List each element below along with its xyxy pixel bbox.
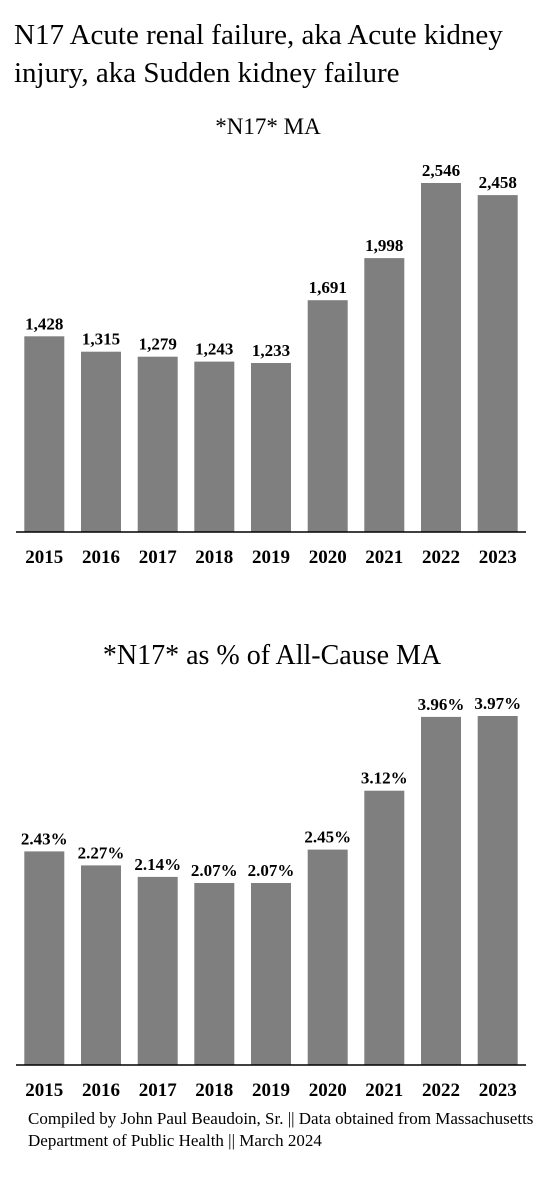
data-label-2017: 1,279 — [139, 335, 177, 354]
data-label-2017: 2.14% — [134, 855, 181, 874]
tick-label-2018: 2018 — [195, 1080, 233, 1100]
page-title: N17 Acute renal failure, aka Acute kidne… — [14, 19, 503, 89]
data-label-2022: 3.96% — [418, 695, 465, 714]
tick-label-2021: 2021 — [365, 547, 403, 568]
bar-2020 — [307, 849, 348, 1065]
data-label-2018: 1,243 — [195, 340, 233, 359]
tick-label-2018: 2018 — [195, 547, 233, 568]
bar-2016 — [81, 865, 121, 1065]
bar-2023 — [477, 195, 518, 532]
data-label-2020: 1,691 — [309, 278, 347, 297]
bar-2020 — [307, 300, 348, 532]
data-label-2019: 2.07% — [248, 861, 295, 880]
bar-2021 — [364, 790, 405, 1065]
tick-label-2019: 2019 — [252, 1080, 290, 1100]
data-label-2022: 2,546 — [422, 161, 460, 180]
tick-label-2023: 2023 — [479, 547, 517, 568]
bar-2018 — [194, 883, 235, 1065]
bar-2022 — [421, 183, 461, 532]
tick-label-2020: 2020 — [309, 1080, 347, 1100]
data-label-2023: 2,458 — [479, 173, 517, 192]
tick-label-2017: 2017 — [139, 1080, 178, 1100]
tick-label-2022: 2022 — [422, 1080, 460, 1100]
bar-2015 — [24, 336, 65, 532]
bar-2015 — [24, 851, 65, 1065]
bar-2018 — [194, 361, 235, 532]
bar-2016 — [81, 351, 121, 532]
bar-2021 — [364, 258, 405, 532]
tick-label-2016: 2016 — [82, 1080, 120, 1100]
bar-2019 — [251, 883, 291, 1065]
data-label-2019: 1,233 — [252, 341, 290, 360]
chart-n17-ma: *N17* MA 1,428 2015 1,315 2016 1,279 2017 1,243… — [16, 114, 526, 568]
data-label-2021: 3.12% — [361, 769, 408, 788]
chart-n17-percent-all-cause: *N17* as % of All-Cause MA 2.43% 2015 2.27%… — [16, 640, 526, 1100]
data-label-2020: 2.45% — [304, 828, 351, 847]
data-label-2016: 1,315 — [82, 330, 120, 349]
bar-2023 — [477, 716, 518, 1065]
tick-label-2022: 2022 — [422, 547, 460, 568]
data-label-2021: 1,998 — [365, 236, 403, 255]
tick-label-2015: 2015 — [25, 1080, 63, 1100]
data-label-2023: 3.97% — [474, 694, 521, 713]
data-label-2015: 1,428 — [25, 314, 63, 333]
bar-2019 — [251, 363, 291, 532]
chart-title: *N17* as % of All-Cause MA — [103, 640, 442, 671]
tick-label-2020: 2020 — [309, 547, 347, 568]
bar-2017 — [137, 876, 178, 1065]
data-label-2016: 2.27% — [78, 843, 125, 862]
footer-credit: Compiled by John Paul Beaudoin, Sr. || D… — [28, 1109, 534, 1150]
bar-2017 — [137, 356, 178, 532]
chart-title: *N17* MA — [215, 114, 321, 139]
bar-2022 — [421, 716, 461, 1065]
tick-label-2023: 2023 — [479, 1080, 517, 1100]
tick-label-2015: 2015 — [25, 547, 63, 568]
data-label-2018: 2.07% — [191, 861, 238, 880]
tick-label-2019: 2019 — [252, 547, 290, 568]
tick-label-2016: 2016 — [82, 547, 120, 568]
data-label-2015: 2.43% — [21, 829, 68, 848]
tick-label-2017: 2017 — [139, 547, 178, 568]
tick-label-2021: 2021 — [365, 1080, 403, 1100]
